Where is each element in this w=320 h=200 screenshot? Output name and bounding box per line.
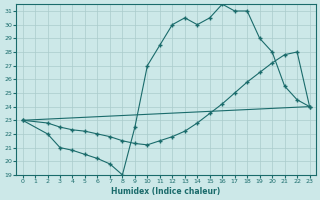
X-axis label: Humidex (Indice chaleur): Humidex (Indice chaleur) [111,187,221,196]
